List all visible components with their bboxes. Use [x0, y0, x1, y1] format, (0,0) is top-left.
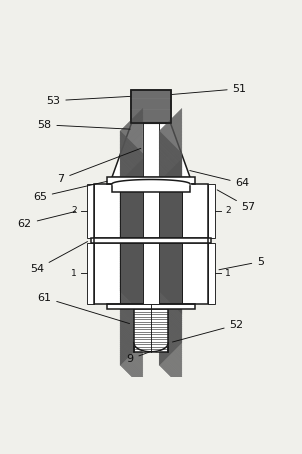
Text: 5: 5 — [219, 257, 264, 270]
Text: 2: 2 — [71, 206, 76, 215]
Bar — [107, 304, 195, 309]
Bar — [131, 90, 171, 123]
Bar — [87, 184, 94, 237]
Polygon shape — [112, 123, 190, 178]
Text: 2: 2 — [226, 206, 231, 215]
Text: 65: 65 — [33, 181, 107, 202]
Bar — [143, 184, 159, 304]
Text: 9: 9 — [127, 351, 151, 364]
Bar — [120, 243, 143, 304]
Bar — [112, 178, 190, 184]
Bar — [94, 184, 120, 304]
Bar — [182, 184, 208, 304]
Text: 53: 53 — [46, 96, 130, 106]
Bar — [107, 178, 195, 184]
Bar — [159, 243, 182, 304]
Bar — [87, 243, 94, 304]
Bar — [92, 237, 210, 243]
Bar — [94, 184, 208, 304]
Bar — [94, 237, 208, 243]
Bar — [208, 184, 215, 237]
Text: 52: 52 — [172, 320, 244, 342]
Bar — [120, 184, 143, 237]
Bar — [159, 243, 182, 304]
Text: 64: 64 — [190, 171, 250, 188]
Bar — [131, 90, 171, 123]
Bar — [208, 243, 215, 304]
Text: 54: 54 — [30, 242, 88, 274]
Text: 62: 62 — [18, 212, 76, 229]
Text: 61: 61 — [37, 293, 130, 324]
Bar — [120, 184, 143, 237]
Text: 1: 1 — [71, 269, 77, 278]
Bar — [134, 309, 168, 352]
Text: 51: 51 — [172, 84, 247, 94]
Bar — [112, 184, 190, 192]
Polygon shape — [134, 343, 168, 352]
Bar — [159, 184, 182, 237]
Text: 1: 1 — [225, 269, 231, 278]
Text: 58: 58 — [37, 120, 130, 130]
Bar — [159, 184, 182, 237]
Text: 7: 7 — [57, 148, 141, 184]
Bar — [120, 243, 143, 304]
Text: 57: 57 — [217, 190, 256, 212]
